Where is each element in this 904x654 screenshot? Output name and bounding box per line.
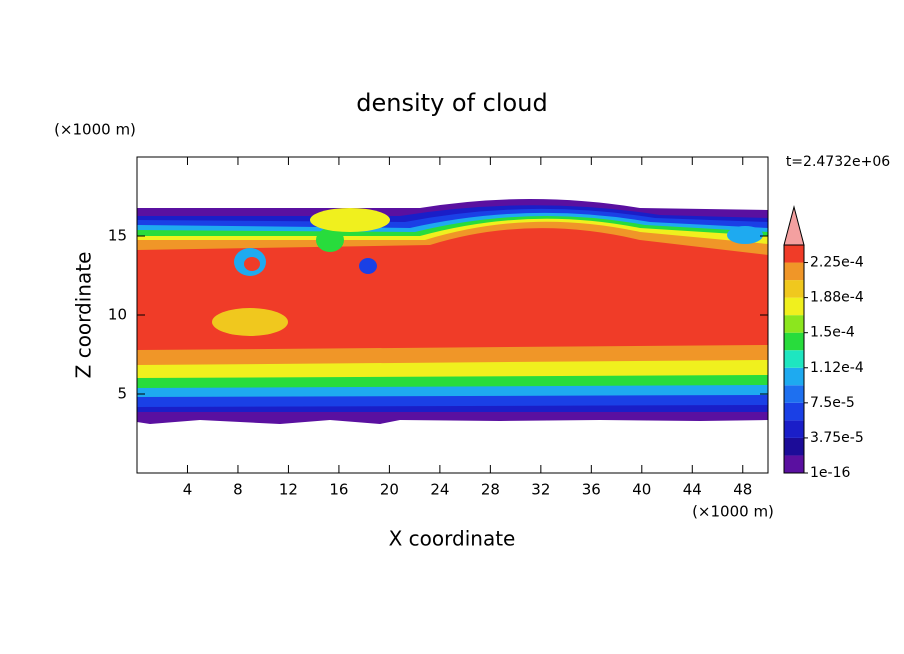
colorbar-tick-label: 7.5e-5 [810,395,855,411]
chart-title: density of cloud [356,89,547,117]
x-tick-label: 44 [683,481,702,499]
colorbar-band [784,420,804,438]
x-tick-label: 20 [380,481,399,499]
y-tick-label: 15 [108,227,127,245]
x-tick-label: 32 [531,481,550,499]
x-tick-label: 12 [279,481,298,499]
colorbar-band [784,350,804,368]
contour-field [137,199,768,424]
x-tick-label: 16 [329,481,348,499]
colorbar-frame [783,244,805,474]
time-annotation: t=2.4732e+06 [786,154,890,170]
colorbar-tick-label: 1.5e-4 [810,325,855,341]
field-layer [137,228,768,350]
field-swirl [316,228,344,252]
colorbar-band [784,402,804,421]
colorbar-band [784,367,804,386]
field-swirl [310,208,390,232]
x-unit: (×1000 m) [692,503,774,521]
x-tick-label: 40 [632,481,651,499]
colorbar-band [784,297,804,316]
colorbar-band [784,262,804,281]
x-tick-label: 8 [233,481,243,499]
colorbar-extend [783,205,805,246]
y-unit: (×1000 m) [54,121,136,139]
x-tick-label: 48 [733,481,752,499]
field-swirl [359,258,377,274]
colorbar-band [784,332,804,351]
colorbar-band [784,455,804,473]
y-axis-label: Z coordinate [72,252,96,379]
colorbar-band [784,245,804,263]
colorbar-tick-label: 2.25e-4 [810,255,864,271]
y-tick-label: 10 [108,306,127,324]
x-axis-label: X coordinate [389,527,516,551]
colorbar-tick-label: 1e-16 [810,465,850,481]
colorbar-tick-label: 1.12e-4 [810,360,864,376]
x-tick-label: 24 [430,481,449,499]
x-tick-label: 28 [481,481,500,499]
colorbar-band [784,437,804,456]
field-swirl [727,226,763,244]
colorbar-band [784,280,804,298]
colorbar-tick-label: 3.75e-5 [810,430,864,446]
field-swirl [212,308,288,336]
x-tick-label: 36 [582,481,601,499]
colorbar-tick-label: 1.88e-4 [810,290,864,306]
field-swirl [244,257,260,271]
colorbar-band [784,385,804,403]
y-tick-label: 5 [117,385,127,403]
colorbar-band [784,315,804,333]
x-tick-label: 4 [183,481,193,499]
